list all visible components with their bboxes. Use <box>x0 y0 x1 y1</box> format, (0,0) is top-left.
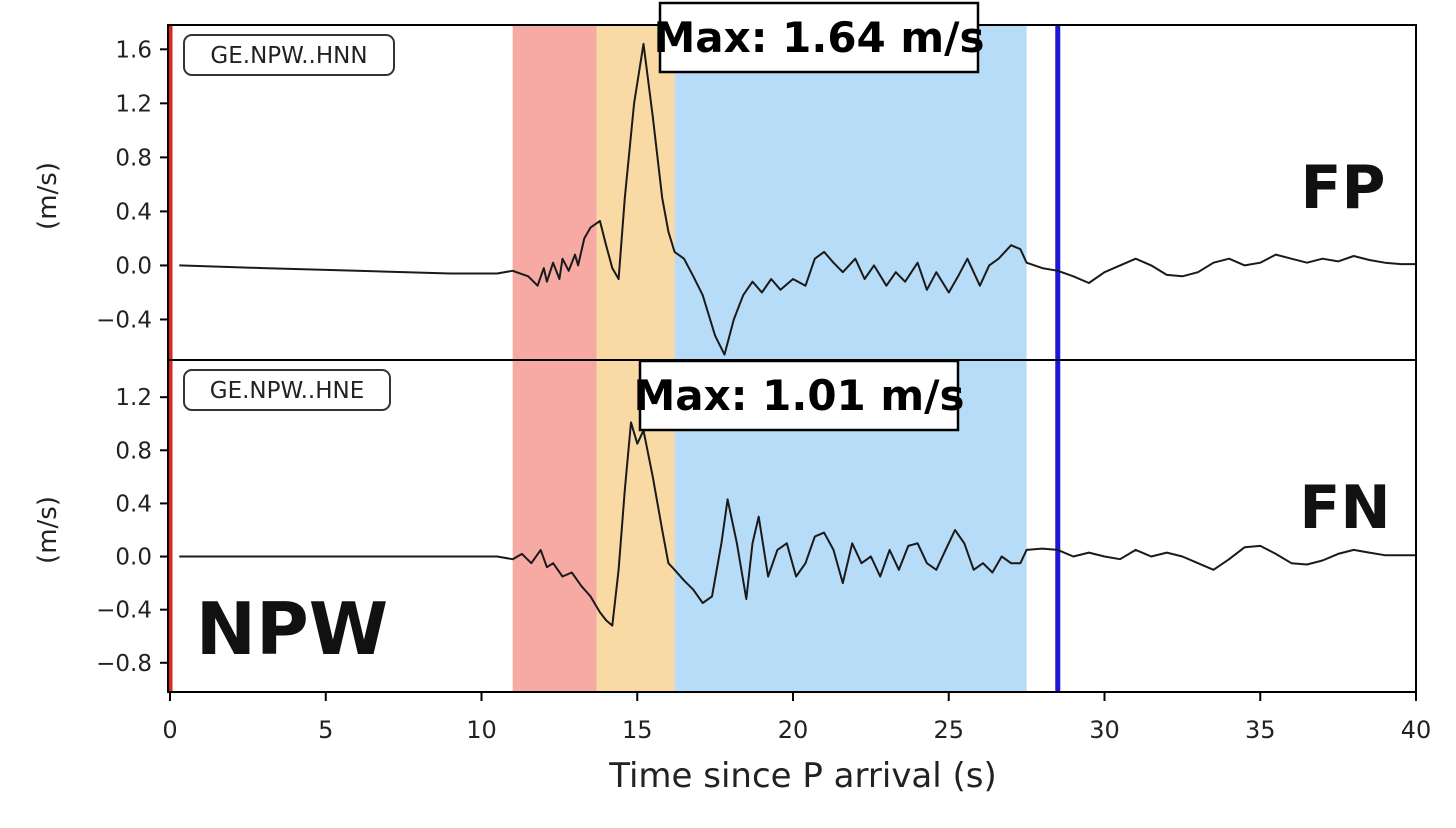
x-tick-label: 5 <box>318 716 333 744</box>
velocity-trace <box>179 421 1416 627</box>
y-axis-ticks: 1.2 0.8 0.4 0.0 −0.4 −0.8 <box>96 385 168 677</box>
y-tick-label: 0.8 <box>115 438 152 464</box>
x-tick-label: 0 <box>162 716 177 744</box>
y-tick-label: 1.6 <box>115 37 152 63</box>
y-tick-label: −0.4 <box>96 598 152 624</box>
y-tick-label: −0.4 <box>96 307 152 333</box>
phase-markers <box>167 360 1061 692</box>
x-tick-label: 25 <box>933 716 964 744</box>
station-label: NPW <box>196 587 388 671</box>
x-tick-label: 40 <box>1401 716 1432 744</box>
x-tick-label: 20 <box>778 716 809 744</box>
max-label: Max: 1.64 m/s <box>654 13 985 62</box>
shaded-window <box>674 25 1027 360</box>
shaded-windows <box>512 360 1027 692</box>
channel-label-box: GE.NPW..HNN <box>183 34 395 76</box>
y-tick-label: 1.2 <box>115 385 152 411</box>
velocity-trace <box>179 42 1416 356</box>
trace-layer <box>179 42 1416 356</box>
shaded-window <box>512 25 597 360</box>
trace-layer <box>179 421 1416 627</box>
channel-label: GE.NPW..HNE <box>210 378 365 404</box>
y-axis-label: (m/s) <box>33 162 63 230</box>
channel-label-box: GE.NPW..HNE <box>183 369 391 411</box>
y-tick-label: 0.4 <box>115 491 152 517</box>
y-tick-label: −0.8 <box>96 651 152 677</box>
y-tick-label: 1.2 <box>115 91 152 117</box>
x-tick-label: 10 <box>466 716 497 744</box>
y-axis-label: (m/s) <box>33 496 63 564</box>
channel-label: GE.NPW..HNN <box>210 43 367 69</box>
max-annotation-bottom: Max: 1.01 m/s <box>634 359 965 432</box>
max-annotation-top: Max: 1.64 m/s <box>654 1 985 74</box>
y-tick-label: 0.0 <box>115 545 152 571</box>
x-tick-label: 35 <box>1245 716 1276 744</box>
y-tick-label: 0.4 <box>115 199 152 225</box>
shaded-windows <box>512 25 1027 360</box>
y-tick-label: 0.0 <box>115 253 152 279</box>
max-label: Max: 1.01 m/s <box>634 371 965 420</box>
x-axis-label: Time since P arrival (s) <box>608 756 997 796</box>
component-label: FN <box>1299 473 1390 543</box>
panel-fault-normal: 1.20.80.40.0−0.4−0.8 GE.NPW..HNE FN NPW … <box>33 359 1417 693</box>
y-tick-label: 0.8 <box>115 145 152 171</box>
shaded-window <box>596 25 675 360</box>
x-axis: 0 5 10 15 20 25 30 35 40 <box>162 692 1431 744</box>
phase-markers <box>167 25 1061 360</box>
x-tick-label: 15 <box>622 716 653 744</box>
shaded-window <box>512 360 597 692</box>
y-axis-ticks: 1.6 1.2 0.8 0.4 0.0 −0.4 <box>96 37 168 333</box>
panel-fault-parallel: 1.6 1.2 0.8 0.4 0.0 −0.4 GE.NPW..HNN FP (m/s) <box>33 24 1417 361</box>
component-label: FP <box>1301 153 1386 223</box>
x-tick-label: 30 <box>1089 716 1120 744</box>
